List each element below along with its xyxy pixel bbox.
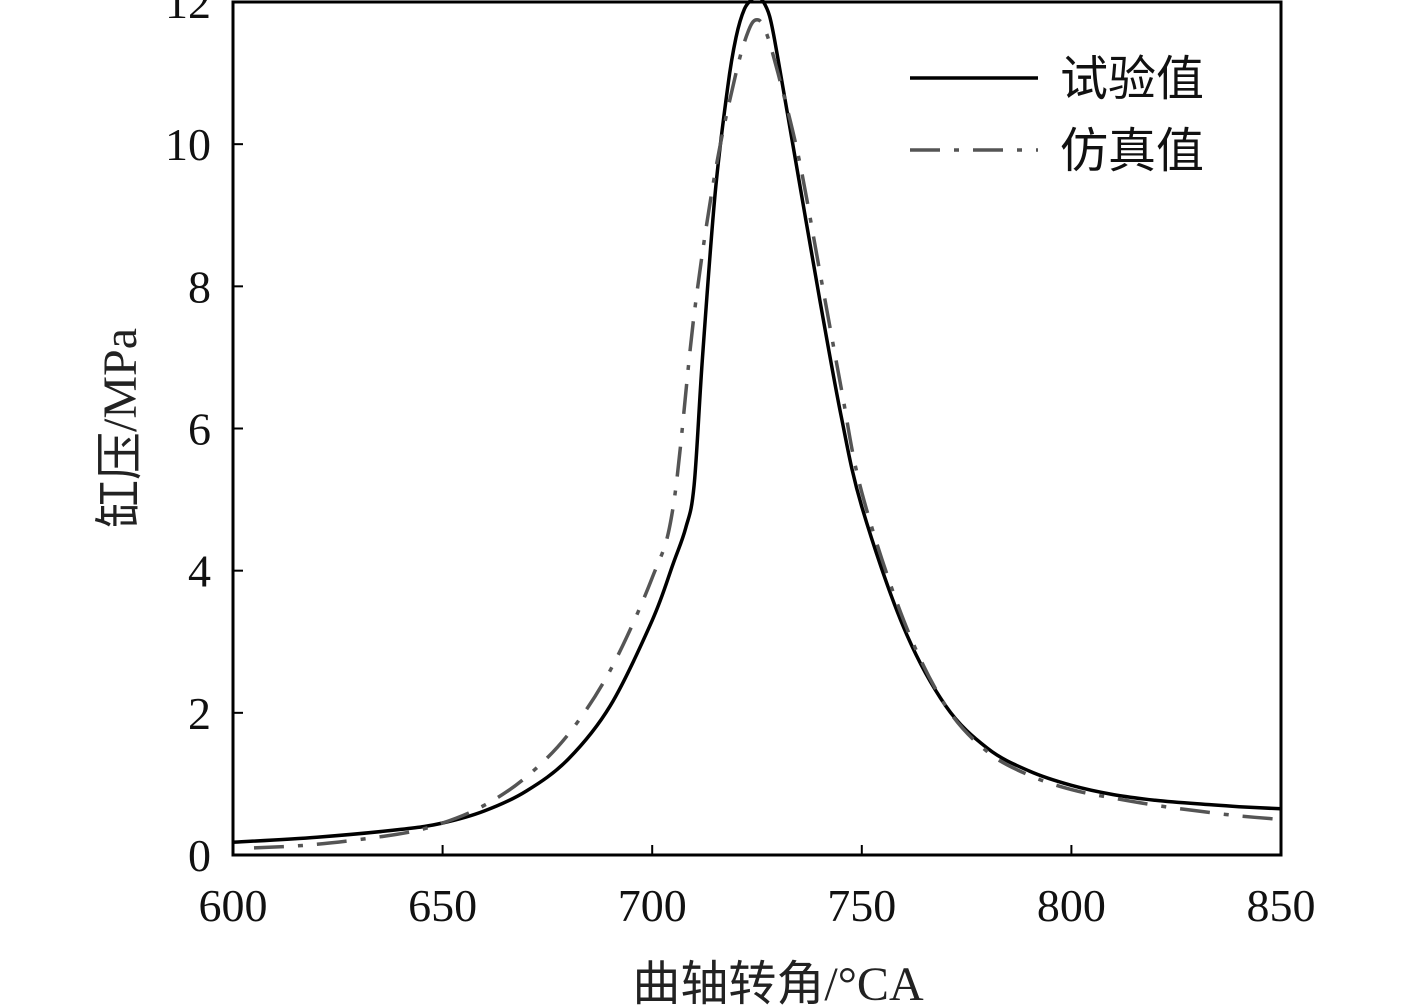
x-tick-label: 700 — [618, 880, 687, 931]
y-tick-label: 2 — [188, 688, 211, 739]
x-tick-label: 850 — [1247, 880, 1316, 931]
y-tick-label: 8 — [188, 261, 211, 312]
axis-ticks: 600 650 700 750 800 850 0 2 4 6 8 10 12 — [165, 0, 1316, 931]
y-tick-label: 12 — [165, 0, 211, 28]
x-tick-label: 650 — [408, 880, 477, 931]
y-tick-label: 0 — [188, 830, 211, 881]
series-line-0 — [232, 0, 1282, 844]
x-tick-label: 800 — [1037, 880, 1106, 931]
legend-label-1: 仿真值 — [1060, 123, 1204, 179]
y-axis-title: 缸压/MPa — [94, 328, 147, 528]
y-tick-label: 4 — [188, 546, 211, 597]
x-tick-label: 600 — [199, 880, 268, 931]
y-tick-label: 10 — [165, 119, 211, 170]
x-axis-title: 曲轴转角/°CA — [632, 958, 924, 1005]
y-tick-label: 6 — [188, 404, 211, 455]
x-tick-label: 750 — [827, 880, 896, 931]
legend-label-0: 试验值 — [1060, 51, 1204, 107]
series-layer — [232, 0, 1282, 850]
